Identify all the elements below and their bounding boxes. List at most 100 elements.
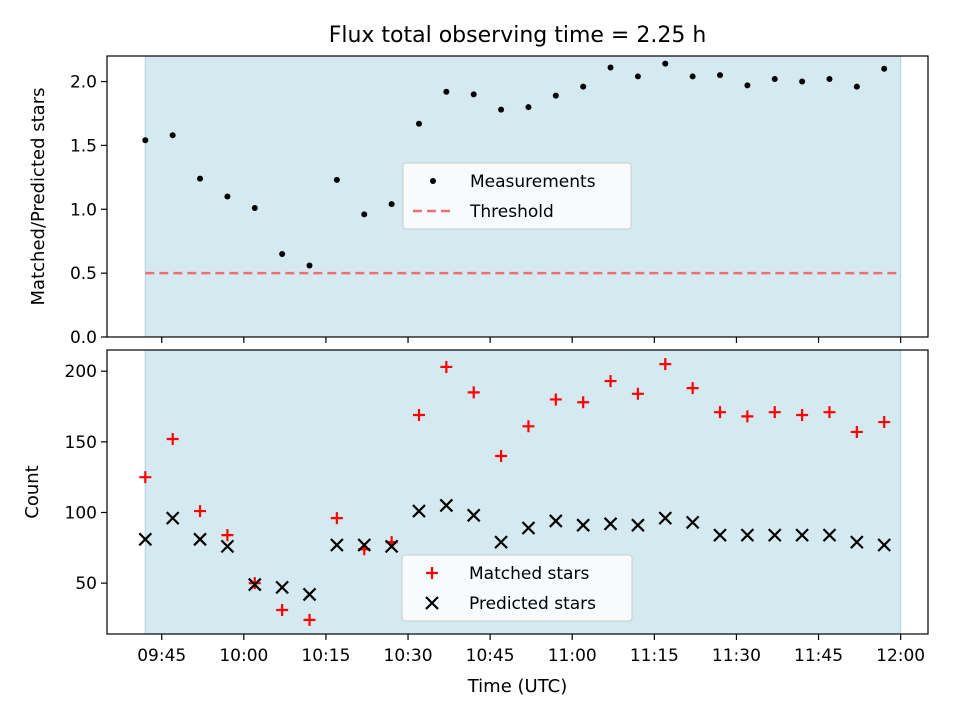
y-tick-label: 150 — [65, 433, 97, 453]
legend-box — [402, 162, 632, 230]
y-tick-label: 2.0 — [70, 73, 97, 93]
y-tick-label: 1.5 — [70, 136, 97, 156]
predicted-stars-point — [412, 504, 426, 518]
y-tick-label: 200 — [65, 362, 97, 382]
matched-stars-point — [604, 375, 617, 388]
measurements-point — [634, 73, 641, 80]
chart-title: Flux total observing time = 2.25 h — [329, 23, 707, 48]
measurements-point — [771, 75, 778, 82]
predicted-stars-point — [193, 532, 207, 547]
y-tick-label: 50 — [75, 574, 97, 594]
matched-stars-point — [741, 410, 754, 423]
bottom-plot-frame — [106, 349, 929, 635]
predicted-stars-point — [494, 535, 508, 549]
top-legend: Measurements Threshold — [402, 162, 632, 230]
matched-stars-point — [303, 613, 316, 626]
measurements-point — [142, 137, 149, 144]
predicted-stars-point — [330, 538, 344, 552]
matched-stars-point — [850, 425, 863, 438]
predicted-stars-point — [357, 538, 372, 552]
measurements-point — [881, 65, 888, 72]
measurements-point — [498, 106, 505, 113]
predicted-stars-point — [713, 528, 727, 542]
legend-swatch — [430, 178, 436, 184]
predicted-stars-point — [740, 528, 755, 542]
x-tick-label: 10:00 — [219, 646, 268, 666]
predicted-stars-point — [521, 521, 536, 535]
matched-stars-point — [276, 603, 289, 616]
measurements-point — [607, 64, 614, 71]
predicted-stars-point — [576, 518, 590, 532]
top-y-axis-label: Matched/Predicted stars — [28, 88, 49, 306]
predicted-stars-point — [138, 532, 153, 547]
predicted-stars-point — [220, 539, 235, 554]
x-tick-label: 11:15 — [630, 646, 679, 666]
predicted-stars-point — [658, 511, 673, 525]
measurements-point — [470, 91, 477, 98]
predicted-stars-point — [685, 515, 700, 530]
bottom-panel: 50 100 150 200 09:45 10:00 10:15 10:30 10:45 11:0… — [22, 349, 929, 697]
measurements-point — [662, 60, 669, 67]
legend-label: Predicted stars — [469, 594, 596, 614]
matched-stars-point — [467, 386, 480, 399]
matched-stars-point — [412, 408, 425, 421]
bottom-legend: Matched stars Predicted stars — [401, 554, 633, 622]
measurements-point — [197, 175, 204, 182]
matched-stars-point — [549, 393, 562, 406]
measurements-point — [799, 78, 806, 85]
matched-stars-point — [522, 420, 535, 433]
top-plot-frame — [106, 55, 929, 338]
measurements-point — [279, 250, 286, 257]
y-tick-label: 1.0 — [70, 200, 97, 220]
predicted-stars-point — [466, 508, 481, 523]
matched-stars-point — [440, 360, 453, 373]
predicted-stars-point — [795, 528, 809, 542]
measurements-point — [388, 201, 395, 208]
measurements-point — [717, 72, 724, 79]
measurements-point — [333, 176, 340, 183]
x-tick-label: 11:45 — [794, 646, 843, 666]
measurements-point — [224, 193, 231, 200]
measurements-point — [853, 83, 860, 90]
predicted-stars-point — [631, 518, 645, 532]
bottom-y-axis-label: Count — [22, 465, 43, 518]
matched-stars-point — [686, 382, 699, 395]
measurements-point — [443, 88, 450, 95]
matched-stars-point — [495, 449, 508, 462]
matched-stars-point — [796, 408, 809, 421]
matched-stars-point — [194, 505, 207, 518]
x-tick-label: 12:00 — [876, 646, 925, 666]
matched-stars-point — [139, 471, 152, 484]
measurements-point — [580, 83, 587, 90]
measurements-point — [744, 82, 751, 89]
x-tick-label: 10:30 — [384, 646, 433, 666]
matched-stars-point — [221, 529, 234, 542]
x-tick-label: 11:30 — [712, 646, 761, 666]
legend-label: Matched stars — [469, 564, 589, 584]
matched-stars-point — [823, 406, 836, 419]
predicted-stars-point — [439, 498, 454, 513]
measurements-point — [415, 120, 422, 127]
legend-swatch — [425, 596, 439, 610]
legend-box — [401, 554, 633, 622]
predicted-stars-point — [248, 577, 262, 592]
matched-stars-point — [631, 387, 644, 400]
matched-stars-point — [878, 416, 891, 429]
measurements-point — [169, 132, 176, 139]
matched-stars-point — [768, 406, 781, 419]
x-tick-label: 09:45 — [137, 646, 186, 666]
matched-stars-point — [577, 396, 590, 409]
measurements-point — [361, 211, 368, 218]
predicted-stars-point — [384, 539, 399, 554]
predicted-stars-point — [302, 587, 317, 602]
predicted-stars-point — [822, 528, 837, 542]
x-tick-label: 10:45 — [466, 646, 515, 666]
predicted-stars-point — [877, 538, 891, 552]
predicted-stars-point — [603, 517, 618, 531]
y-tick-label: 0.0 — [70, 328, 97, 348]
predicted-stars-point — [767, 528, 782, 542]
top-panel: 0.0 0.5 1.0 1.5 2.0 Flux total observing tim… — [28, 23, 929, 348]
measurements-point — [251, 204, 258, 211]
measurements-point — [525, 104, 532, 111]
legend-label: Threshold — [469, 202, 554, 222]
